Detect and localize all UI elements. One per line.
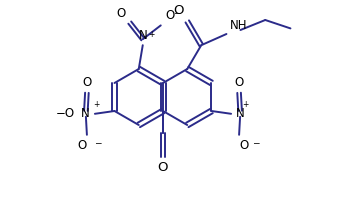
- Text: O: O: [239, 139, 249, 152]
- Text: O: O: [174, 4, 184, 17]
- Text: N: N: [138, 29, 147, 42]
- Text: O: O: [77, 139, 87, 152]
- Text: O: O: [166, 9, 175, 22]
- Text: +: +: [242, 100, 248, 109]
- Text: O: O: [234, 76, 244, 89]
- Text: O: O: [117, 7, 126, 20]
- Text: O: O: [158, 161, 168, 174]
- Text: O: O: [82, 76, 92, 89]
- Text: +: +: [148, 30, 154, 39]
- Text: N: N: [236, 107, 245, 120]
- Text: NH: NH: [229, 19, 247, 32]
- Text: N: N: [81, 107, 90, 120]
- Text: −: −: [94, 138, 101, 147]
- Text: −: −: [173, 8, 180, 17]
- Text: −: −: [252, 138, 260, 147]
- Text: +: +: [93, 100, 99, 109]
- Text: −O: −O: [56, 107, 75, 120]
